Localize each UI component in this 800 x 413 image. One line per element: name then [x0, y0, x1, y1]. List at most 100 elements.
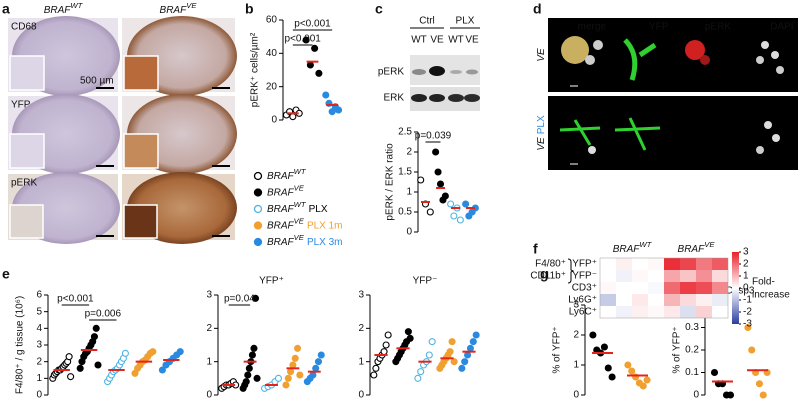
dot — [469, 338, 477, 346]
legend-entry: BRAFWT PLX — [267, 200, 328, 215]
dot — [462, 200, 470, 208]
heat-cell — [600, 282, 616, 294]
heat-cell — [696, 258, 712, 270]
gene: BRAF — [678, 244, 706, 255]
band-label: ERK — [383, 93, 404, 104]
y-tick-label: 1.5 — [398, 167, 412, 178]
colorbar — [732, 252, 739, 324]
row-text: VE — [536, 48, 547, 62]
colorbar-tick-label: -2 — [743, 307, 752, 318]
dot — [287, 368, 295, 376]
y-tick-label: 1 — [36, 373, 42, 384]
dot — [726, 391, 735, 399]
legend-entry: BRAFVE PLX 3m — [267, 233, 343, 248]
lane-label: VE — [465, 35, 479, 46]
dot — [448, 338, 456, 346]
dot — [335, 106, 343, 114]
dot — [158, 366, 166, 374]
dot — [458, 364, 466, 372]
row-label: YFP⁺ — [572, 259, 597, 270]
heat-cell — [600, 258, 616, 270]
dot — [384, 331, 392, 339]
p-value: p=0.04 — [224, 294, 255, 305]
dot — [456, 216, 464, 224]
colorbar-tick-label: 3 — [743, 247, 749, 258]
gene: BRAF — [267, 237, 295, 248]
blot-group: PLX — [456, 16, 475, 27]
dot — [710, 368, 719, 377]
dot — [434, 168, 442, 176]
colorbar-label: increase — [752, 290, 790, 301]
y-tick-label: 0.3 — [685, 322, 699, 333]
dot — [328, 108, 336, 116]
allele: VE — [294, 233, 305, 242]
y-axis-label: F4/80⁺ / g tissue (10⁶) — [15, 296, 26, 394]
heat-cell — [648, 306, 664, 318]
row-label: YFP⁻ — [572, 271, 597, 282]
dot — [289, 361, 297, 369]
panel-letter: a — [2, 1, 10, 17]
y-tick-label: 40 — [266, 48, 278, 59]
dot — [121, 349, 129, 357]
dot — [404, 328, 412, 336]
dot — [426, 208, 434, 216]
heat-cell — [616, 306, 632, 318]
allele: VE — [294, 183, 305, 192]
allele: WT — [70, 1, 83, 10]
y-tick-label: 1 — [573, 360, 579, 371]
y-tick-label: 1 — [358, 356, 364, 367]
dot — [589, 331, 597, 339]
dot — [639, 382, 647, 390]
heat-cell — [616, 294, 632, 306]
y-axis-label: pERK⁺ cells/µm² — [250, 32, 261, 107]
y-axis-label: % of YFP⁺ — [672, 326, 683, 373]
gene: BRAF — [267, 171, 295, 182]
dot — [293, 344, 302, 352]
stain-label: YFP — [11, 100, 31, 111]
colorbar-tick-label: -3 — [743, 319, 752, 330]
row-label: Ly6G⁺ — [568, 295, 597, 306]
dot — [417, 176, 425, 184]
heat-cell — [600, 270, 616, 282]
y-tick-label: 5 — [36, 306, 42, 317]
heat-cell — [680, 258, 696, 270]
dot — [414, 374, 422, 382]
legend-marker — [253, 221, 263, 230]
dot — [244, 371, 252, 379]
chart-title: YFP⁻ — [413, 276, 438, 287]
dot — [291, 354, 299, 362]
heat-cell — [664, 294, 680, 306]
panel-letter: e — [2, 266, 10, 282]
y-tick-label: 2 — [358, 323, 364, 334]
lane-label: WT — [448, 35, 464, 46]
dot — [441, 192, 449, 200]
colorbar-tick-label: -1 — [743, 295, 752, 306]
panel-letter: c — [375, 1, 383, 17]
heat-cell — [664, 270, 680, 282]
dot — [306, 61, 314, 69]
dot — [628, 367, 636, 375]
gene: BRAF — [267, 187, 295, 198]
y-tick-label: 3 — [36, 340, 42, 351]
column-header: BRAFWT — [44, 1, 84, 16]
y-tick-label: 3 — [206, 290, 212, 301]
allele: VE — [294, 216, 305, 225]
y-tick-label: 2 — [406, 147, 412, 158]
channel-label: DAPI — [770, 22, 793, 33]
chart-title: Casp3 — [726, 286, 755, 297]
gene: BRAF — [267, 204, 295, 215]
dot — [284, 374, 292, 382]
heat-cell — [712, 258, 728, 270]
dot — [250, 344, 258, 352]
dot — [382, 341, 390, 349]
panel-letter: d — [533, 1, 542, 17]
heat-cell — [632, 306, 648, 318]
y-tick-label: 3 — [358, 290, 364, 301]
heat-cell — [680, 294, 696, 306]
panel-d-images — [548, 18, 798, 170]
p-value: p<0.001 — [57, 294, 94, 305]
dot — [302, 36, 310, 44]
channel-label: pERK — [705, 22, 731, 33]
heat-cell — [696, 294, 712, 306]
channel-label: YFP — [649, 22, 669, 33]
